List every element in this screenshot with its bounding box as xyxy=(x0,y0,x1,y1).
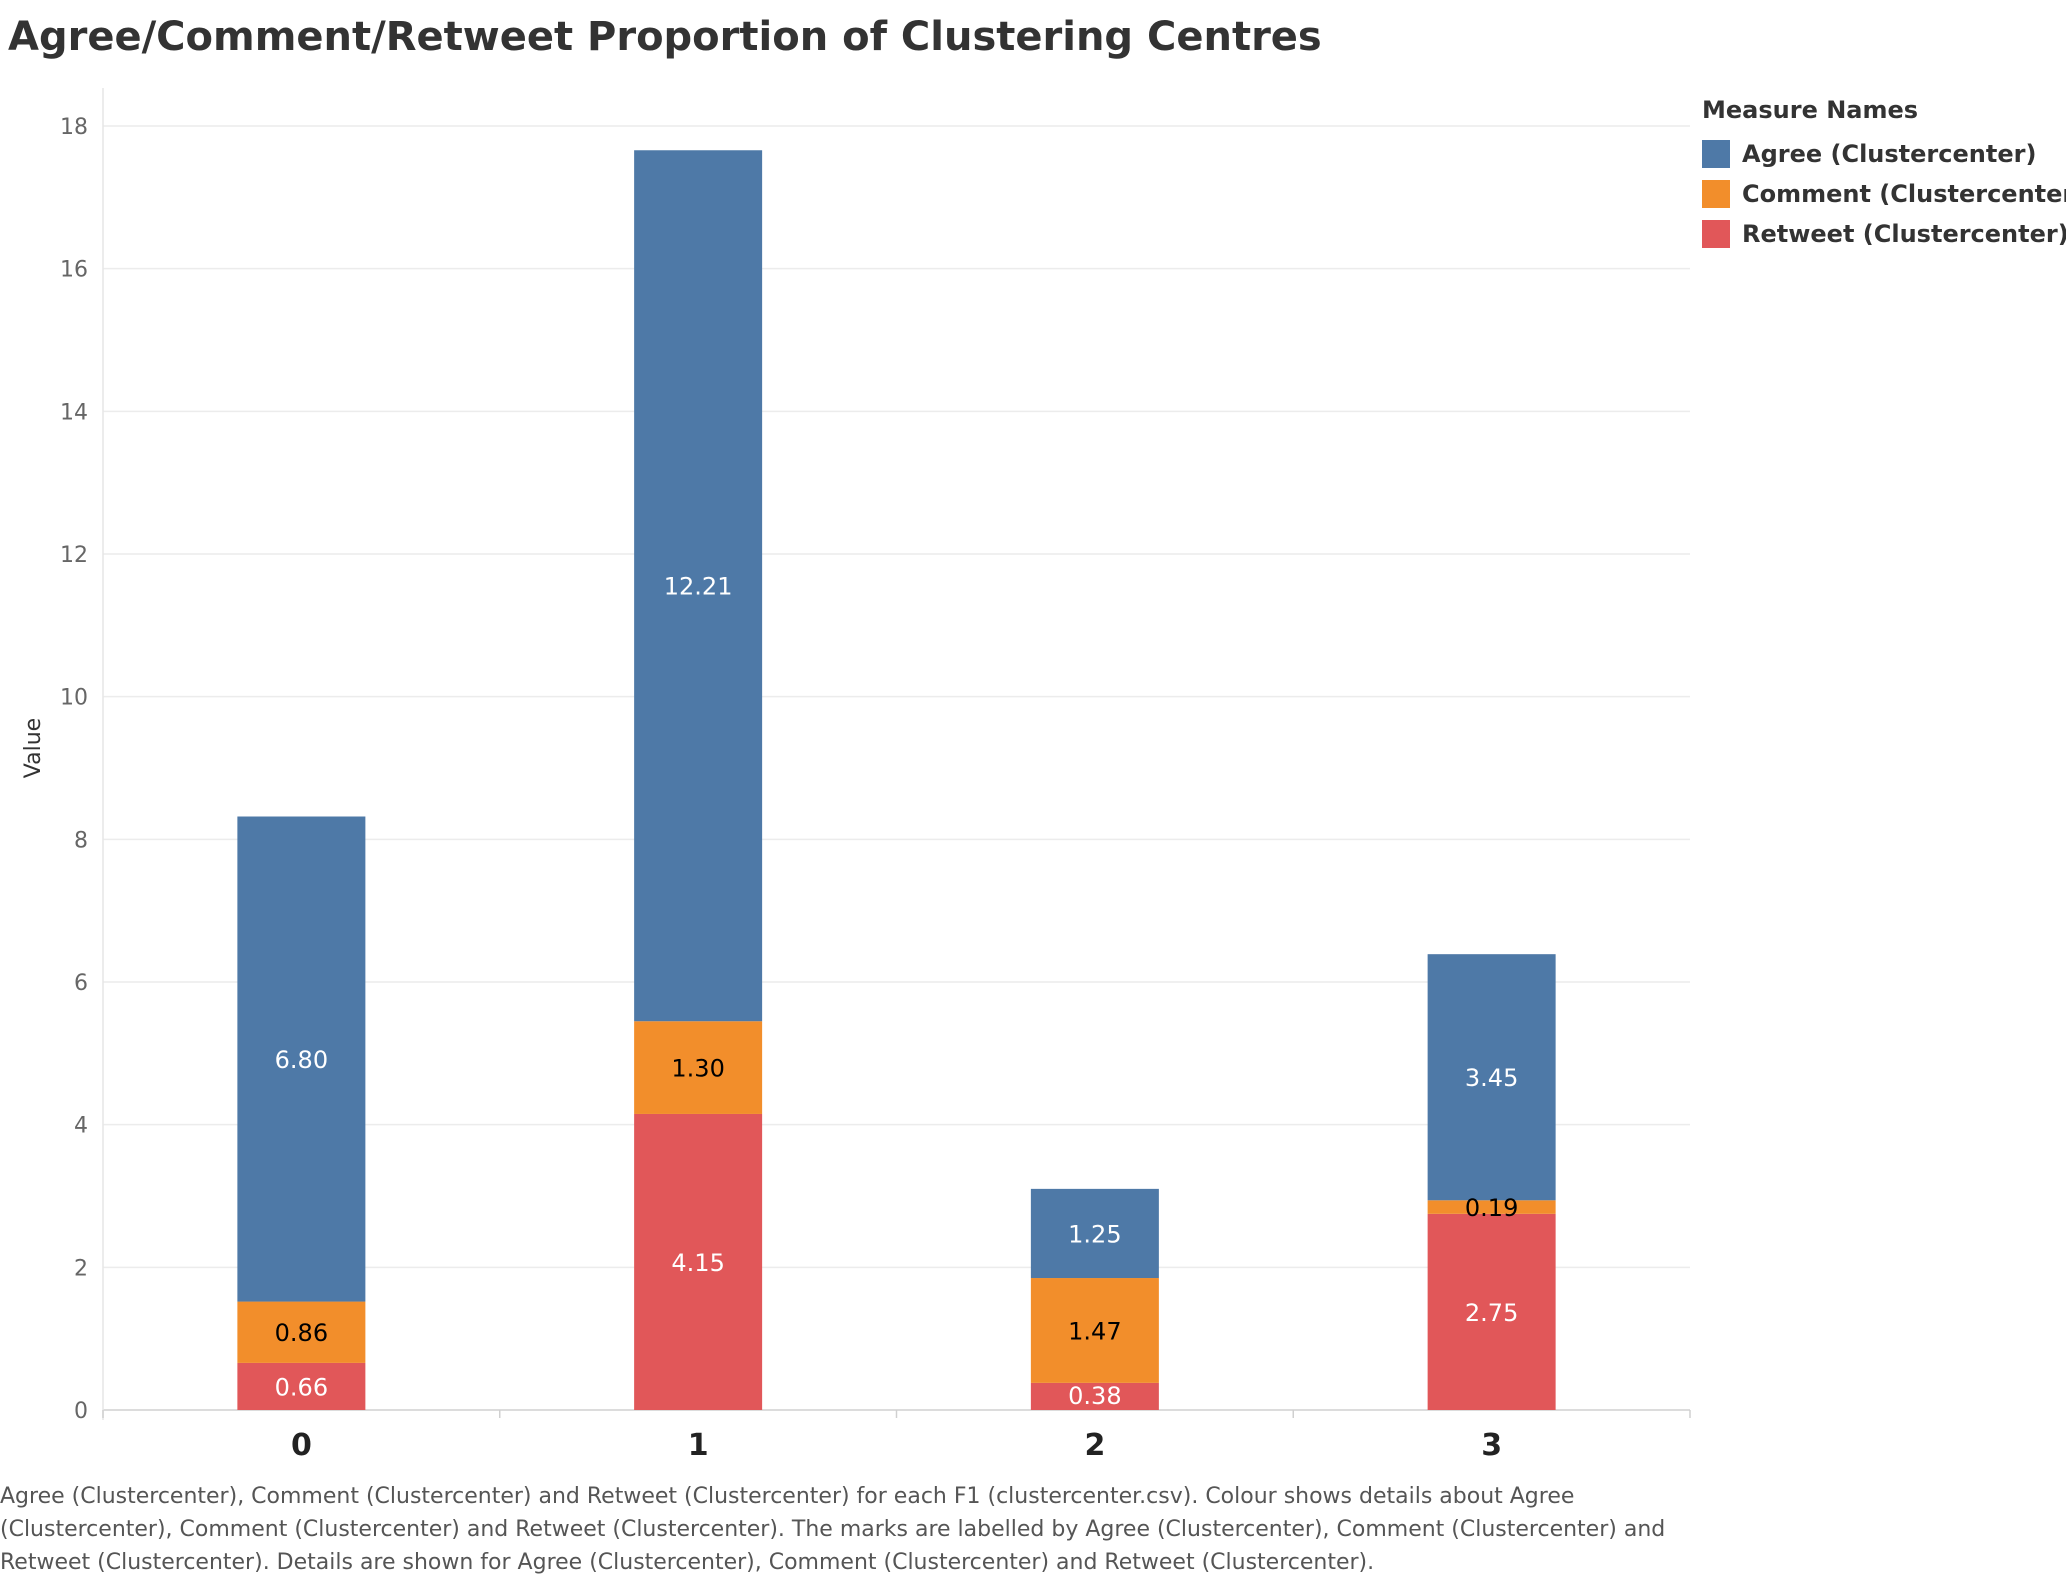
bar-segment xyxy=(634,1021,763,1114)
x-tick-label: 3 xyxy=(1481,1428,1502,1463)
x-separators xyxy=(102,1410,1691,1418)
legend-label-retweet: Retweet (Clustercenter) xyxy=(1742,220,2066,248)
data-label: 12.21 xyxy=(664,573,733,601)
legend-swatch-comment xyxy=(1702,180,1730,208)
legend-swatch-agree xyxy=(1702,140,1730,168)
y-tick-label: 16 xyxy=(60,258,88,283)
legend-item-agree[interactable]: Agree (Clustercenter) xyxy=(1702,134,2066,174)
data-label: 0.19 xyxy=(1465,1194,1518,1222)
bar-segment xyxy=(1427,1213,1556,1410)
y-tick-label: 8 xyxy=(74,828,88,853)
y-tick-label: 6 xyxy=(74,971,88,996)
x-tick-label: 1 xyxy=(688,1428,709,1463)
bar-segment xyxy=(1030,1278,1159,1383)
data-label: 0.38 xyxy=(1068,1382,1121,1410)
gridlines xyxy=(103,125,1690,1269)
data-label: 1.30 xyxy=(671,1055,724,1083)
chart-caption: Agree (Clustercenter), Comment (Clusterc… xyxy=(0,1484,1666,1575)
data-label: 0.66 xyxy=(275,1373,328,1401)
y-axis-label: Value xyxy=(21,718,46,778)
y-tick-labels: 0 2 4 6 8 10 12 14 16 18 xyxy=(60,115,88,1424)
legend-label-agree: Agree (Clustercenter) xyxy=(1742,140,2037,168)
chart-title: Agree/Comment/Retweet Proportion of Clus… xyxy=(8,14,1322,60)
x-tick-label: 0 xyxy=(291,1428,312,1463)
y-tick-label: 14 xyxy=(60,400,88,425)
bar-segment xyxy=(634,150,763,1022)
y-tick-label: 18 xyxy=(60,115,88,140)
legend-item-comment[interactable]: Comment (Clustercenter) xyxy=(1702,174,2066,214)
data-label: 3.45 xyxy=(1465,1064,1518,1092)
data-label: 0.86 xyxy=(275,1319,328,1347)
bar-segment xyxy=(237,1301,366,1363)
x-tick-label: 2 xyxy=(1084,1428,1105,1463)
y-tick-label: 2 xyxy=(74,1256,88,1281)
legend-swatch-retweet xyxy=(1702,220,1730,248)
bar-segment xyxy=(1427,954,1556,1201)
bars xyxy=(237,150,1556,1410)
y-tick-label: 10 xyxy=(60,686,88,711)
y-tick-label: 12 xyxy=(60,543,88,568)
data-label: 6.80 xyxy=(275,1046,328,1074)
data-labels: 0.66 0.86 6.80 4.15 1.30 12.21 0.38 1.47 1.25 2.7… xyxy=(275,573,1519,1410)
data-label: 2.75 xyxy=(1465,1299,1518,1327)
legend: Measure Names Agree (Clustercenter) Comm… xyxy=(1702,96,2066,254)
data-label: 4.15 xyxy=(671,1249,724,1277)
y-tick-label: 0 xyxy=(74,1399,88,1424)
bar-segment xyxy=(237,1362,366,1410)
bar-segment xyxy=(1030,1382,1159,1410)
legend-title: Measure Names xyxy=(1702,96,1919,124)
y-tick-label: 4 xyxy=(74,1114,88,1139)
bar-segment xyxy=(1030,1188,1159,1279)
data-label: 1.25 xyxy=(1068,1220,1121,1248)
legend-label-comment: Comment (Clustercenter) xyxy=(1742,180,2066,208)
bar-segment xyxy=(1427,1200,1556,1214)
x-tick-labels: 0 1 2 3 xyxy=(291,1428,1502,1463)
bar-segment xyxy=(634,1113,763,1410)
bar-segment xyxy=(237,816,366,1302)
legend-item-retweet[interactable]: Retweet (Clustercenter) xyxy=(1702,214,2066,254)
data-label: 1.47 xyxy=(1068,1317,1121,1345)
